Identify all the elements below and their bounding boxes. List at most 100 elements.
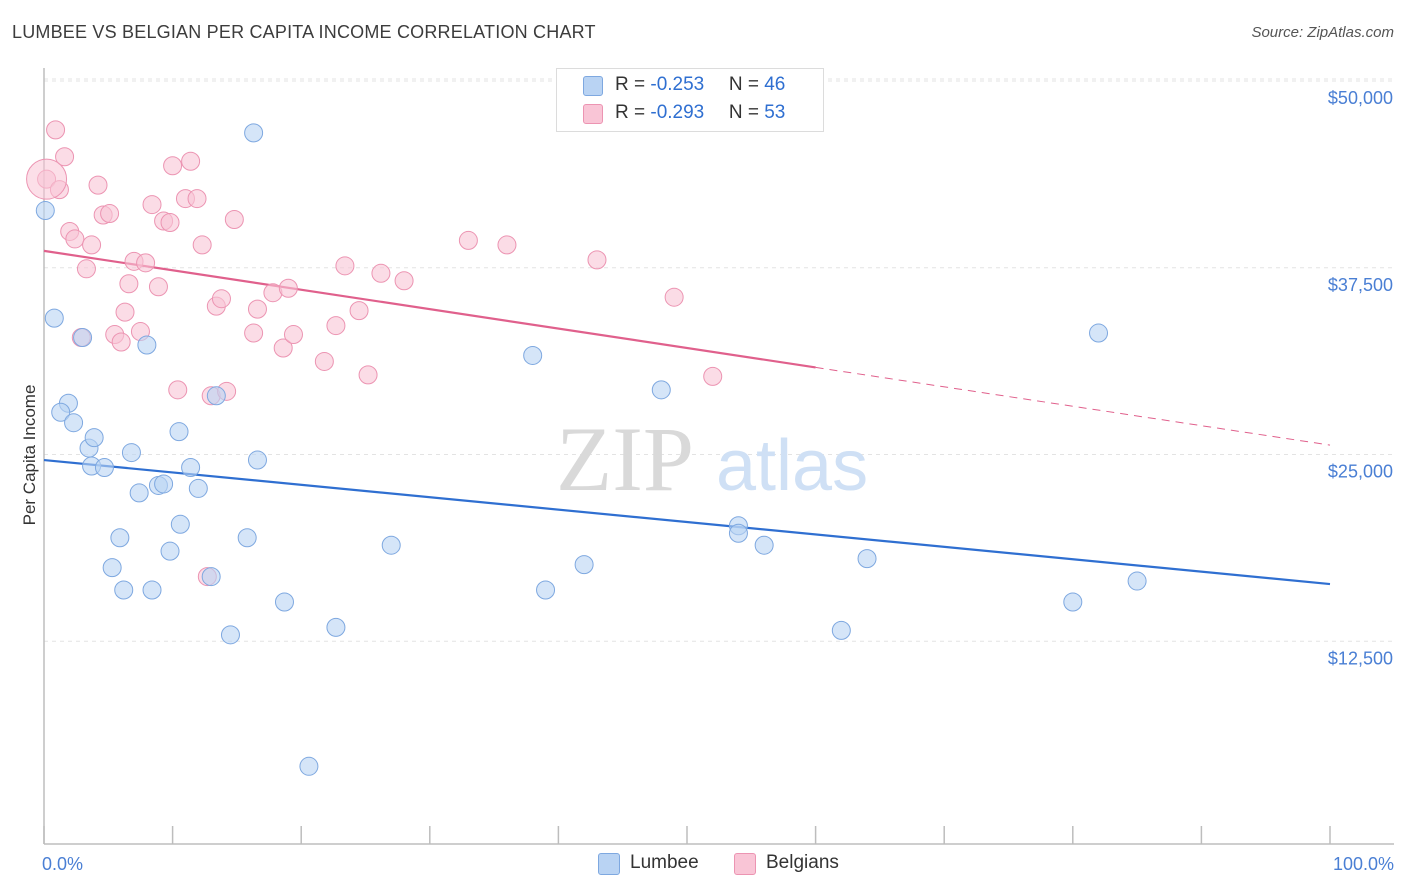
lumbee-point <box>110 528 130 548</box>
belgians-point <box>163 156 183 176</box>
belgians-point <box>168 380 188 400</box>
lumbee-point <box>114 580 134 600</box>
lumbee-point <box>102 558 122 578</box>
belgians-point <box>148 277 168 297</box>
x-tick-label-max: 100.0% <box>1333 854 1394 874</box>
lumbee-n-value: 46 <box>764 74 786 95</box>
belgians-point <box>335 256 355 276</box>
lumbee-point <box>170 514 190 534</box>
belgians-point <box>142 195 162 215</box>
belgians-legend-swatch <box>734 853 756 875</box>
correlation-legend: R = -0.253 N = 46 R = -0.293 N = 53 <box>556 68 824 132</box>
data-points <box>26 120 1147 776</box>
belgians-point <box>76 259 96 279</box>
belgians-point <box>115 302 135 322</box>
belgians-point <box>82 235 102 255</box>
belgians-point <box>283 325 303 345</box>
lumbee-point <box>536 580 556 600</box>
belgians-point-large <box>26 158 68 200</box>
lumbee-point <box>206 386 226 406</box>
belgians-point <box>224 210 244 230</box>
lumbee-point <box>160 541 180 561</box>
lumbee-point <box>142 580 162 600</box>
lumbee-point <box>326 617 346 637</box>
lumbee-point <box>274 592 294 612</box>
lumbee-point <box>188 478 208 498</box>
belgians-point <box>192 235 212 255</box>
belgians-n-value: 53 <box>764 102 786 123</box>
belgians-point <box>111 332 131 352</box>
lumbee-point <box>754 535 774 555</box>
lumbee-point <box>1063 592 1083 612</box>
lumbee-point <box>129 483 149 503</box>
lumbee-point <box>523 345 543 365</box>
lumbee-r-label: R = <box>615 74 651 95</box>
y-tick-label: $25,000 <box>1328 462 1393 482</box>
belgians-n-label: N = <box>728 102 765 123</box>
belgians-point <box>278 278 298 298</box>
lumbee-point <box>651 380 671 400</box>
belgians-point <box>394 271 414 291</box>
gridlines <box>44 78 1394 642</box>
belgians-legend-label: Belgians <box>766 852 839 873</box>
belgians-point <box>314 351 334 371</box>
belgians-point <box>187 189 207 209</box>
source-credit: Source: ZipAtlas.com <box>1251 24 1394 41</box>
lumbee-point <box>137 335 157 355</box>
belgians-point <box>100 204 120 224</box>
belgians-trend-line <box>43 249 816 369</box>
lumbee-point <box>220 625 240 645</box>
belgians-point <box>587 250 607 270</box>
belgians-point <box>326 316 346 336</box>
lumbee-point <box>64 413 84 433</box>
lumbee-point <box>73 328 93 348</box>
y-tick-label: $12,500 <box>1328 648 1393 668</box>
lumbee-point <box>121 443 141 463</box>
belgians-point <box>458 230 478 250</box>
y-axis-label: Per Capita Income <box>20 385 39 526</box>
lumbee-point <box>51 402 71 422</box>
lumbee-point <box>94 458 114 478</box>
lumbee-point <box>169 422 189 442</box>
belgians-point <box>244 323 264 343</box>
lumbee-point <box>181 458 201 478</box>
trend-lines <box>43 249 1331 586</box>
lumbee-point <box>1127 571 1147 591</box>
lumbee-point <box>244 123 264 143</box>
belgians-r-label: R = <box>615 102 651 123</box>
lumbee-point <box>84 428 104 448</box>
y-tick-labels: $12,500 $25,000 $37,500 $50,000 <box>1328 88 1393 668</box>
belgians-r-value: -0.293 <box>650 102 705 123</box>
belgians-point <box>136 253 156 273</box>
lumbee-point <box>574 555 594 575</box>
lumbee-point <box>728 523 748 543</box>
lumbee-trend-line <box>43 458 1331 586</box>
chart-title: LUMBEE VS BELGIAN PER CAPITA INCOME CORR… <box>12 22 596 42</box>
belgians-swatch <box>583 104 603 124</box>
belgians-point <box>65 229 85 249</box>
belgians-point <box>247 299 267 319</box>
watermark-atlas: atlas <box>716 426 868 506</box>
lumbee-point <box>299 756 319 776</box>
lumbee-point <box>44 308 64 328</box>
lumbee-point <box>35 201 55 221</box>
belgians-trend-extension <box>815 366 1331 446</box>
belgians-point <box>273 338 293 358</box>
belgians-point <box>119 274 139 294</box>
lumbee-point <box>237 528 257 548</box>
belgians-point <box>349 301 369 321</box>
belgians-point <box>497 235 517 255</box>
lumbee-point <box>154 474 174 494</box>
lumbee-r-value: -0.253 <box>650 74 705 95</box>
belgians-point <box>181 151 201 171</box>
belgians-point <box>211 289 231 309</box>
belgians-point <box>358 365 378 385</box>
lumbee-point <box>381 535 401 555</box>
watermark: ZIP atlas <box>556 408 868 510</box>
watermark-zip: ZIP <box>556 408 694 510</box>
lumbee-point <box>1089 323 1109 343</box>
lumbee-point <box>831 620 851 640</box>
belgians-point <box>55 147 75 167</box>
y-tick-label: $50,000 <box>1328 88 1393 108</box>
